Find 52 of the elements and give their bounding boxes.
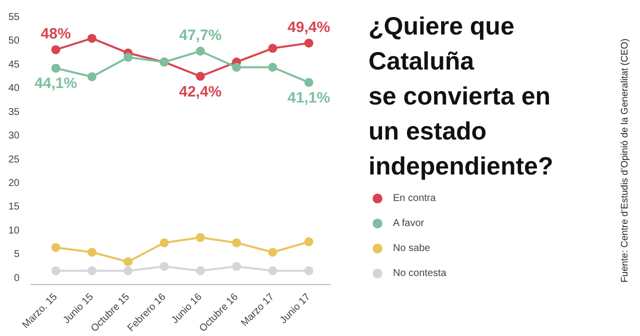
data-label: 41,1% [288, 89, 330, 106]
point [160, 262, 169, 271]
point [268, 266, 278, 276]
y-tick-label: 15 [8, 202, 20, 213]
y-tick-label: 35 [8, 106, 20, 118]
point [196, 266, 205, 276]
point [124, 257, 133, 266]
y-tick-label: 0 [14, 272, 20, 284]
point [124, 52, 133, 62]
legend-label: No contesta [393, 268, 446, 278]
point [87, 34, 96, 43]
y-tick-label: 10 [8, 225, 20, 236]
y-tick-label: 50 [8, 36, 20, 47]
data-label: 48% [40, 26, 71, 43]
point [51, 266, 60, 276]
point [196, 72, 205, 81]
y-tick-label: 5 [14, 249, 20, 260]
point [87, 266, 96, 276]
y-tick-label: 25 [8, 154, 20, 166]
y-tick-label: 45 [8, 59, 20, 70]
legend-label: A favor [393, 218, 424, 228]
point [51, 243, 60, 252]
point [304, 38, 314, 48]
point [304, 78, 314, 87]
point [232, 62, 242, 72]
point [304, 237, 314, 246]
point [304, 266, 314, 276]
y-tick-label: 30 [8, 130, 20, 142]
point [196, 233, 205, 242]
point [51, 64, 60, 73]
legend-label: En contra [393, 192, 436, 204]
source-note: Fuente: Centre d’Estudis d’Opinió de la Generalitat (CEO) [620, 38, 630, 282]
y-tick-label: 40 [8, 83, 20, 94]
point [268, 248, 278, 257]
y-tick-label: 55 [8, 12, 20, 23]
text: ¿Quiere que Cataluña se convierta en un estado independiente? [368, 12, 554, 180]
data-label: 42,4% [179, 83, 222, 100]
y-tick-label: 20 [8, 178, 20, 190]
point [232, 238, 242, 248]
point [268, 44, 278, 53]
point [160, 238, 169, 248]
point [87, 248, 96, 257]
point [232, 262, 242, 271]
data-label: 47,7% [179, 27, 222, 44]
legend-label: No sabe [393, 242, 430, 254]
data-label: 44,1% [34, 75, 78, 92]
point [268, 62, 278, 72]
point [87, 72, 96, 82]
data-label: 49,4% [288, 19, 330, 36]
point [124, 266, 133, 276]
point [51, 45, 60, 54]
point [196, 46, 205, 56]
